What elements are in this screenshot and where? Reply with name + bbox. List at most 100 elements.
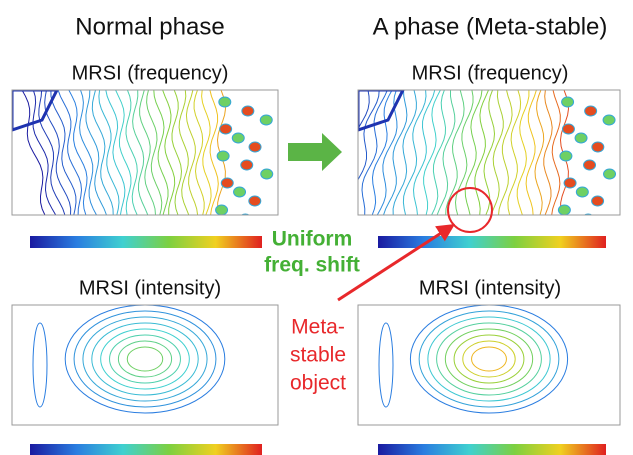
contour-line — [117, 340, 173, 378]
contour-line — [471, 346, 507, 372]
header-left: Normal phase — [75, 13, 224, 40]
contour-line — [436, 322, 542, 396]
contour-blob — [259, 114, 273, 126]
contour-line — [105, 90, 126, 215]
contour-blob — [240, 159, 254, 171]
contour-line — [115, 90, 132, 215]
contour-blob — [557, 204, 571, 215]
contour-blob — [216, 150, 230, 162]
contour-line — [409, 305, 569, 414]
contour-line — [178, 90, 190, 215]
contour-line — [146, 90, 163, 215]
contour-blob — [575, 186, 589, 198]
contour-line — [82, 316, 208, 402]
plot-frame — [357, 89, 621, 216]
contour-line — [402, 90, 427, 215]
contour-line — [185, 90, 199, 215]
contour-line — [418, 310, 560, 408]
contour-line — [444, 328, 534, 390]
contour-blob — [358, 90, 405, 132]
contour-line — [126, 346, 164, 372]
contour-line — [21, 90, 46, 215]
contour-blob — [248, 141, 262, 153]
contour-line — [209, 90, 219, 215]
contour-line — [392, 90, 417, 215]
contour-line — [85, 90, 107, 215]
contour-blob — [561, 123, 575, 135]
contour-line — [68, 90, 88, 215]
colorbar — [30, 236, 262, 248]
contour-line — [38, 90, 66, 215]
arrow — [288, 133, 342, 171]
contour-blob — [574, 132, 588, 144]
annotation: Uniform — [272, 228, 353, 251]
contour-line — [412, 90, 436, 215]
contour-blob — [218, 96, 232, 108]
contour-line — [64, 305, 226, 414]
contour-line — [445, 90, 465, 215]
contour-line — [436, 90, 456, 215]
contour-line — [423, 90, 441, 215]
contour-blob — [602, 114, 616, 126]
contour-blob — [241, 105, 255, 117]
plots — [11, 89, 621, 426]
annotation: stable — [290, 344, 346, 367]
highlight-circle — [447, 187, 493, 233]
contour-line — [100, 328, 190, 390]
panel-title: MRSI (frequency) — [72, 62, 229, 84]
contour-blob — [603, 168, 617, 180]
contour-line — [516, 90, 530, 215]
contour-blob — [248, 195, 262, 207]
contour-line — [525, 90, 537, 215]
contour-blob — [561, 96, 575, 108]
contour-line — [125, 90, 138, 215]
contour-line — [139, 90, 156, 215]
contour-line — [453, 334, 525, 384]
contour-blob — [563, 177, 577, 189]
contour-line — [464, 90, 483, 215]
contour-line — [376, 90, 398, 215]
contour-line — [474, 90, 489, 215]
contour-line — [371, 90, 393, 215]
contour-line — [109, 334, 181, 384]
contour-plot — [32, 305, 226, 414]
colorbar — [378, 236, 606, 248]
contour-blob — [591, 141, 605, 153]
contour-line — [171, 90, 183, 215]
contour-line — [201, 90, 212, 215]
contour-blob — [231, 132, 245, 144]
contour-line — [378, 322, 394, 408]
contour-blob — [215, 204, 229, 215]
contour-line — [91, 90, 114, 215]
contour-line — [358, 90, 380, 181]
contour-plot — [378, 305, 569, 414]
plot-frame — [11, 89, 279, 216]
contour-line — [153, 90, 169, 215]
contour-line — [498, 90, 513, 215]
contour-line — [507, 90, 522, 215]
contour-line — [193, 90, 205, 215]
contour-blob — [233, 186, 247, 198]
contour-line — [358, 90, 370, 131]
contour-line — [483, 90, 496, 215]
annotation: object — [290, 372, 346, 395]
contour-line — [551, 90, 561, 215]
contour-line — [32, 322, 48, 408]
contour-line — [490, 90, 504, 215]
panel-title: MRSI (frequency) — [412, 62, 569, 84]
contour-line — [361, 90, 388, 215]
contour-plot — [12, 90, 274, 215]
header-right: A phase (Meta-stable) — [373, 13, 608, 40]
contour-line — [79, 90, 97, 215]
contour-line — [454, 90, 474, 215]
panel-title: MRSI (intensity) — [79, 277, 221, 299]
contour-line — [98, 90, 120, 215]
contour-line — [57, 90, 83, 215]
contour-line — [534, 90, 545, 215]
contour-line — [50, 90, 77, 215]
contour-blob — [559, 150, 573, 162]
contour-blob — [12, 90, 59, 132]
plot-frame — [11, 304, 279, 426]
contour-line — [32, 90, 57, 215]
